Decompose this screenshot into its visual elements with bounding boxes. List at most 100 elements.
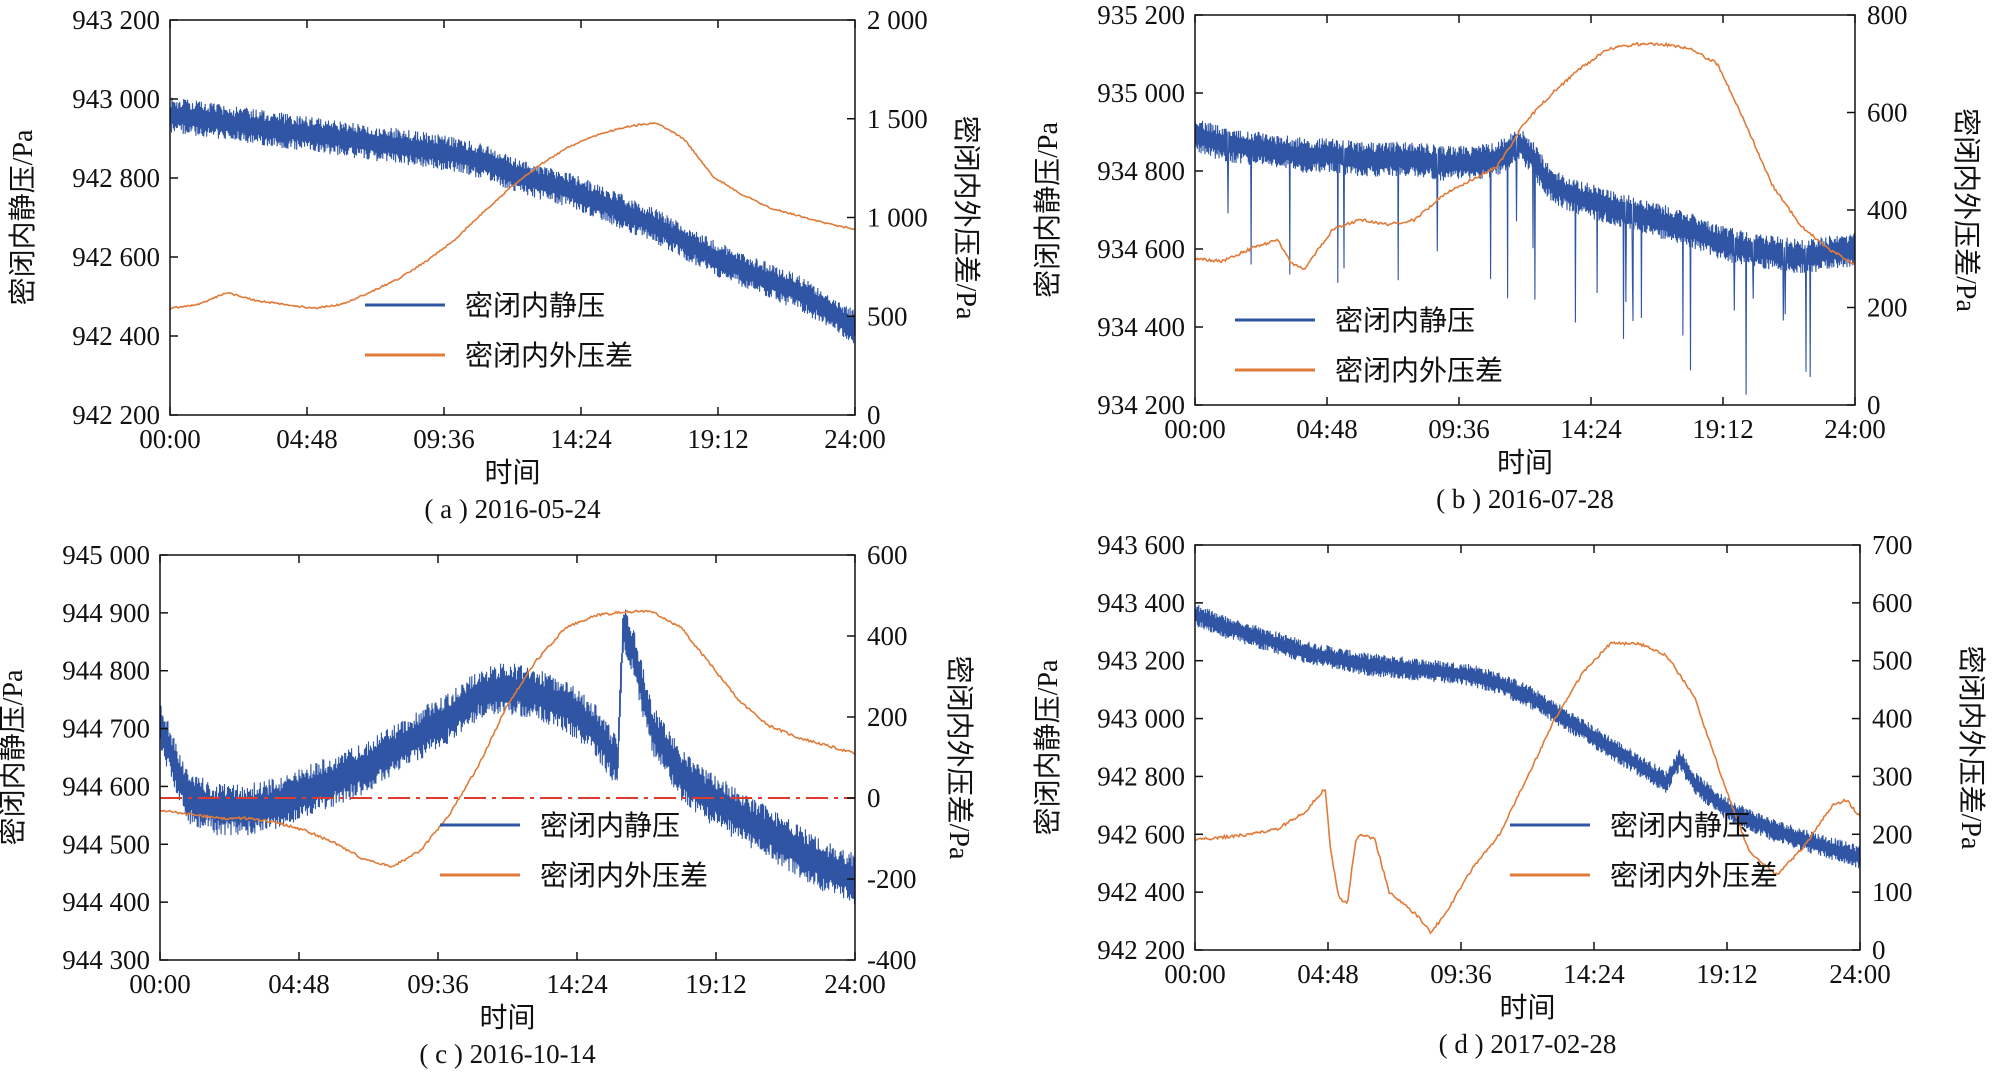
y-tick-label-right: -200 — [867, 864, 917, 894]
x-tick-label: 00:00 — [129, 969, 191, 999]
x-tick-label: 14:24 — [1563, 959, 1625, 989]
y-tick-label-right: 0 — [1872, 935, 1886, 965]
x-tick-label: 09:36 — [1428, 414, 1490, 444]
y-tick-label-right: 100 — [1872, 877, 1913, 907]
legend-label: 密闭内静压 — [540, 810, 680, 842]
y-tick-label-right: 2 000 — [867, 5, 928, 35]
y-tick-label-right: 200 — [867, 702, 908, 732]
panel-caption: ( c ) 2016-10-14 — [419, 1039, 596, 1069]
legend-label: 密闭内外压差 — [465, 340, 633, 372]
series-line-static-pressure — [159, 609, 856, 905]
y-tick-label-right: 0 — [867, 783, 881, 813]
x-tick-label: 19:12 — [685, 969, 747, 999]
y-tick-label-right: 1 000 — [867, 203, 928, 233]
y-tick-label-left: 944 800 — [62, 656, 150, 686]
y-tick-label-left: 935 200 — [1097, 0, 1185, 30]
x-tick-label: 19:12 — [1692, 414, 1754, 444]
y-tick-label-right: 500 — [1872, 646, 1913, 676]
series-line-static-pressure — [1194, 120, 1856, 395]
y-tick-label-left: 943 600 — [1097, 535, 1185, 560]
plot-frame — [1194, 14, 1856, 406]
legend-label: 密闭内静压 — [1610, 810, 1750, 842]
series-line-pressure-difference — [1194, 41, 1856, 270]
y-tick-label-left: 934 600 — [1097, 234, 1185, 264]
legend-label: 密闭内外压差 — [1610, 860, 1778, 892]
x-tick-label: 00:00 — [1164, 959, 1226, 989]
y-tick-label-right: 300 — [1872, 761, 1913, 791]
y-tick-label-left: 944 600 — [62, 771, 150, 801]
legend-label: 密闭内外压差 — [540, 860, 708, 892]
legend-label: 密闭内静压 — [1335, 305, 1475, 337]
x-tick-label: 09:36 — [413, 424, 475, 454]
chart-panel-b: 00:00 04:48 09:36 14:24 19:12 24:00 934 200 934… — [1010, 0, 1994, 530]
y-tick-label-right: 500 — [867, 301, 908, 331]
y-tick-label-right: 600 — [1867, 98, 1908, 128]
chart-svg: 00:00 04:48 09:36 14:24 19:12 24:00 942 200 942… — [7, 5, 982, 524]
y-tick-label-left: 944 400 — [62, 887, 150, 917]
y-tick-label-right: 600 — [1872, 588, 1913, 618]
y-tick-label-left: 942 800 — [72, 163, 160, 193]
y-tick-label-left: 934 400 — [1097, 312, 1185, 342]
y-axis-label-right: 密闭内外压差/Pa — [1955, 646, 1987, 850]
x-tick-label: 04:48 — [268, 969, 330, 999]
y-axis-label-left: 密闭内静压/Pa — [1032, 122, 1064, 298]
panel-caption: ( d ) 2017-02-28 — [1439, 1029, 1617, 1059]
y-axis-label-right: 密闭内外压差/Pa — [1950, 108, 1982, 312]
x-tick-label: 09:36 — [1430, 959, 1492, 989]
chart-svg: 00:00 04:48 09:36 14:24 19:12 24:00 934 200 934… — [1032, 0, 1982, 514]
y-tick-label-left: 934 200 — [1097, 390, 1185, 420]
y-tick-label-left: 942 400 — [72, 321, 160, 351]
y-tick-label-right: 0 — [1867, 390, 1881, 420]
y-tick-label-right: 1 500 — [867, 104, 928, 134]
y-tick-label-left: 944 900 — [62, 598, 150, 628]
y-tick-label-left: 934 800 — [1097, 156, 1185, 186]
chart-svg: 00:00 04:48 09:36 14:24 19:12 24:00 942 200 942… — [1032, 530, 1987, 1059]
y-tick-label-right: -400 — [867, 945, 917, 975]
chart-panel-c: 00:00 04:48 09:36 14:24 19:12 24:00 944 300 944… — [0, 535, 990, 1074]
chart-panel-d: 00:00 04:48 09:36 14:24 19:12 24:00 942 200 942… — [1010, 530, 1994, 1074]
x-tick-label: 19:12 — [1696, 959, 1758, 989]
y-tick-label-left: 944 700 — [62, 714, 150, 744]
x-axis-label: 时间 — [479, 1002, 535, 1034]
y-tick-label-right: 200 — [1872, 819, 1913, 849]
y-tick-label-left: 943 000 — [72, 84, 160, 114]
y-tick-label-left: 943 400 — [1097, 588, 1185, 618]
series-line-static-pressure — [169, 97, 856, 344]
y-tick-label-right: 400 — [1867, 195, 1908, 225]
y-tick-label-left: 942 200 — [1097, 935, 1185, 965]
y-tick-label-left: 943 200 — [72, 5, 160, 35]
y-axis-label-left: 密闭内静压/Pa — [0, 669, 29, 845]
series-line-static-pressure — [1194, 604, 1861, 869]
x-tick-label: 04:48 — [1296, 414, 1358, 444]
x-tick-label: 24:00 — [824, 424, 886, 454]
y-tick-label-right: 200 — [1867, 293, 1908, 323]
y-axis-label-left: 密闭内静压/Pa — [7, 129, 39, 305]
y-tick-label-left: 943 200 — [1097, 646, 1185, 676]
chart-panel-a: 00:00 04:48 09:36 14:24 19:12 24:00 942 200 942… — [0, 0, 990, 530]
x-tick-label: 09:36 — [407, 969, 469, 999]
y-tick-label-left: 943 000 — [1097, 704, 1185, 734]
y-tick-label-right: 0 — [867, 400, 881, 430]
x-axis-label: 时间 — [1497, 447, 1553, 479]
y-tick-label-left: 942 600 — [1097, 819, 1185, 849]
y-axis-label-right: 密闭内外压差/Pa — [950, 116, 982, 320]
x-tick-label: 19:12 — [687, 424, 749, 454]
series-line-pressure-difference — [169, 122, 856, 310]
y-tick-label-right: 700 — [1872, 535, 1913, 560]
y-tick-label-right: 400 — [867, 621, 908, 651]
x-axis-label: 时间 — [484, 457, 540, 489]
x-tick-label: 24:00 — [1829, 959, 1891, 989]
y-tick-label-right: 400 — [1872, 704, 1913, 734]
series-line-pressure-difference — [1194, 641, 1861, 935]
plot-frame — [1194, 544, 1861, 951]
y-tick-label-left: 944 500 — [62, 829, 150, 859]
x-tick-label: 00:00 — [1164, 414, 1226, 444]
x-tick-label: 14:24 — [1560, 414, 1622, 444]
y-tick-label-left: 942 200 — [72, 400, 160, 430]
chart-svg: 00:00 04:48 09:36 14:24 19:12 24:00 944 300 944… — [0, 540, 975, 1069]
x-tick-label: 04:48 — [276, 424, 338, 454]
x-tick-label: 04:48 — [1297, 959, 1359, 989]
y-tick-label-left: 942 400 — [1097, 877, 1185, 907]
legend-label: 密闭内静压 — [465, 290, 605, 322]
